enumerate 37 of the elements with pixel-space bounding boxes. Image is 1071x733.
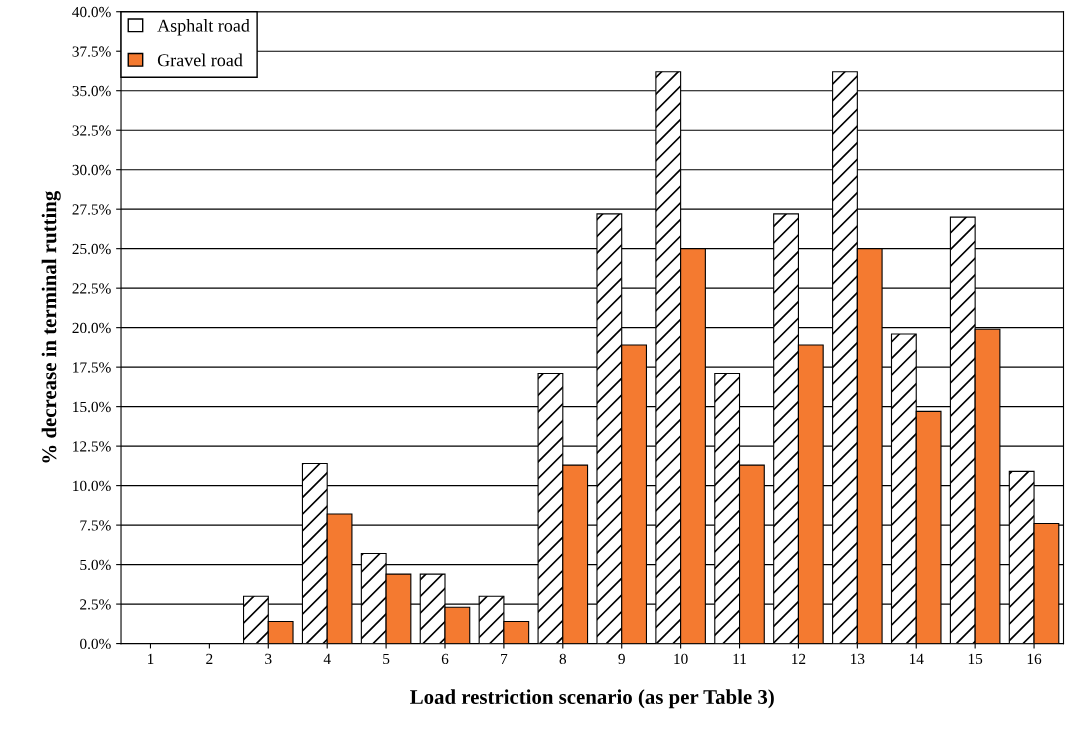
x-tick-label: 16 bbox=[1027, 653, 1042, 665]
x-tick-label: 2 bbox=[206, 653, 213, 664]
x-tick-label: 13 bbox=[851, 653, 865, 665]
y-tick-label: 25.0% bbox=[72, 243, 111, 255]
y-tick-label: 40.0% bbox=[72, 6, 111, 18]
y-axis-title: % decrease in terminal rutting bbox=[41, 190, 61, 463]
y-tick-label: 10.0% bbox=[73, 480, 111, 492]
y-tick-label: 30.0% bbox=[72, 164, 111, 176]
legend-label: Gravel road bbox=[157, 53, 243, 67]
x-tick-label: 3 bbox=[265, 653, 272, 665]
x-tick-label: 14 bbox=[909, 653, 924, 664]
x-tick-label: 8 bbox=[559, 653, 567, 665]
x-tick-label: 7 bbox=[501, 653, 508, 664]
x-tick-label: 1 bbox=[148, 653, 154, 664]
y-tick-label: 0.0% bbox=[80, 638, 111, 650]
x-axis-title: Load restriction scenario (as per Table 3) bbox=[410, 689, 774, 709]
y-tick-label: 5.0% bbox=[80, 559, 111, 571]
y-tick-label: 32.5% bbox=[72, 125, 111, 136]
y-tick-label: 37.5% bbox=[72, 46, 111, 57]
x-tick-label: 10 bbox=[674, 653, 688, 665]
x-tick-label: 5 bbox=[383, 653, 390, 665]
y-tick-label: 17.5% bbox=[73, 362, 111, 373]
y-tick-label: 35.0% bbox=[72, 85, 111, 97]
y-tick-label: 7.5% bbox=[80, 520, 111, 531]
y-tick-label: 22.5% bbox=[72, 283, 111, 294]
y-tick-label: 27.5% bbox=[72, 204, 111, 215]
legend-label: Asphalt road bbox=[157, 19, 250, 36]
x-tick-label: 15 bbox=[968, 653, 983, 665]
x-tick-label: 12 bbox=[792, 653, 806, 664]
y-tick-label: 15.0% bbox=[73, 401, 111, 413]
x-tick-label: 4 bbox=[323, 653, 331, 664]
y-tick-label: 12.5% bbox=[73, 441, 111, 452]
x-tick-label: 11 bbox=[733, 653, 746, 664]
x-tick-label: 9 bbox=[618, 653, 625, 665]
y-tick-label: 2.5% bbox=[80, 599, 111, 610]
y-tick-label: 20.0% bbox=[72, 322, 111, 334]
x-tick-label: 6 bbox=[441, 653, 449, 665]
